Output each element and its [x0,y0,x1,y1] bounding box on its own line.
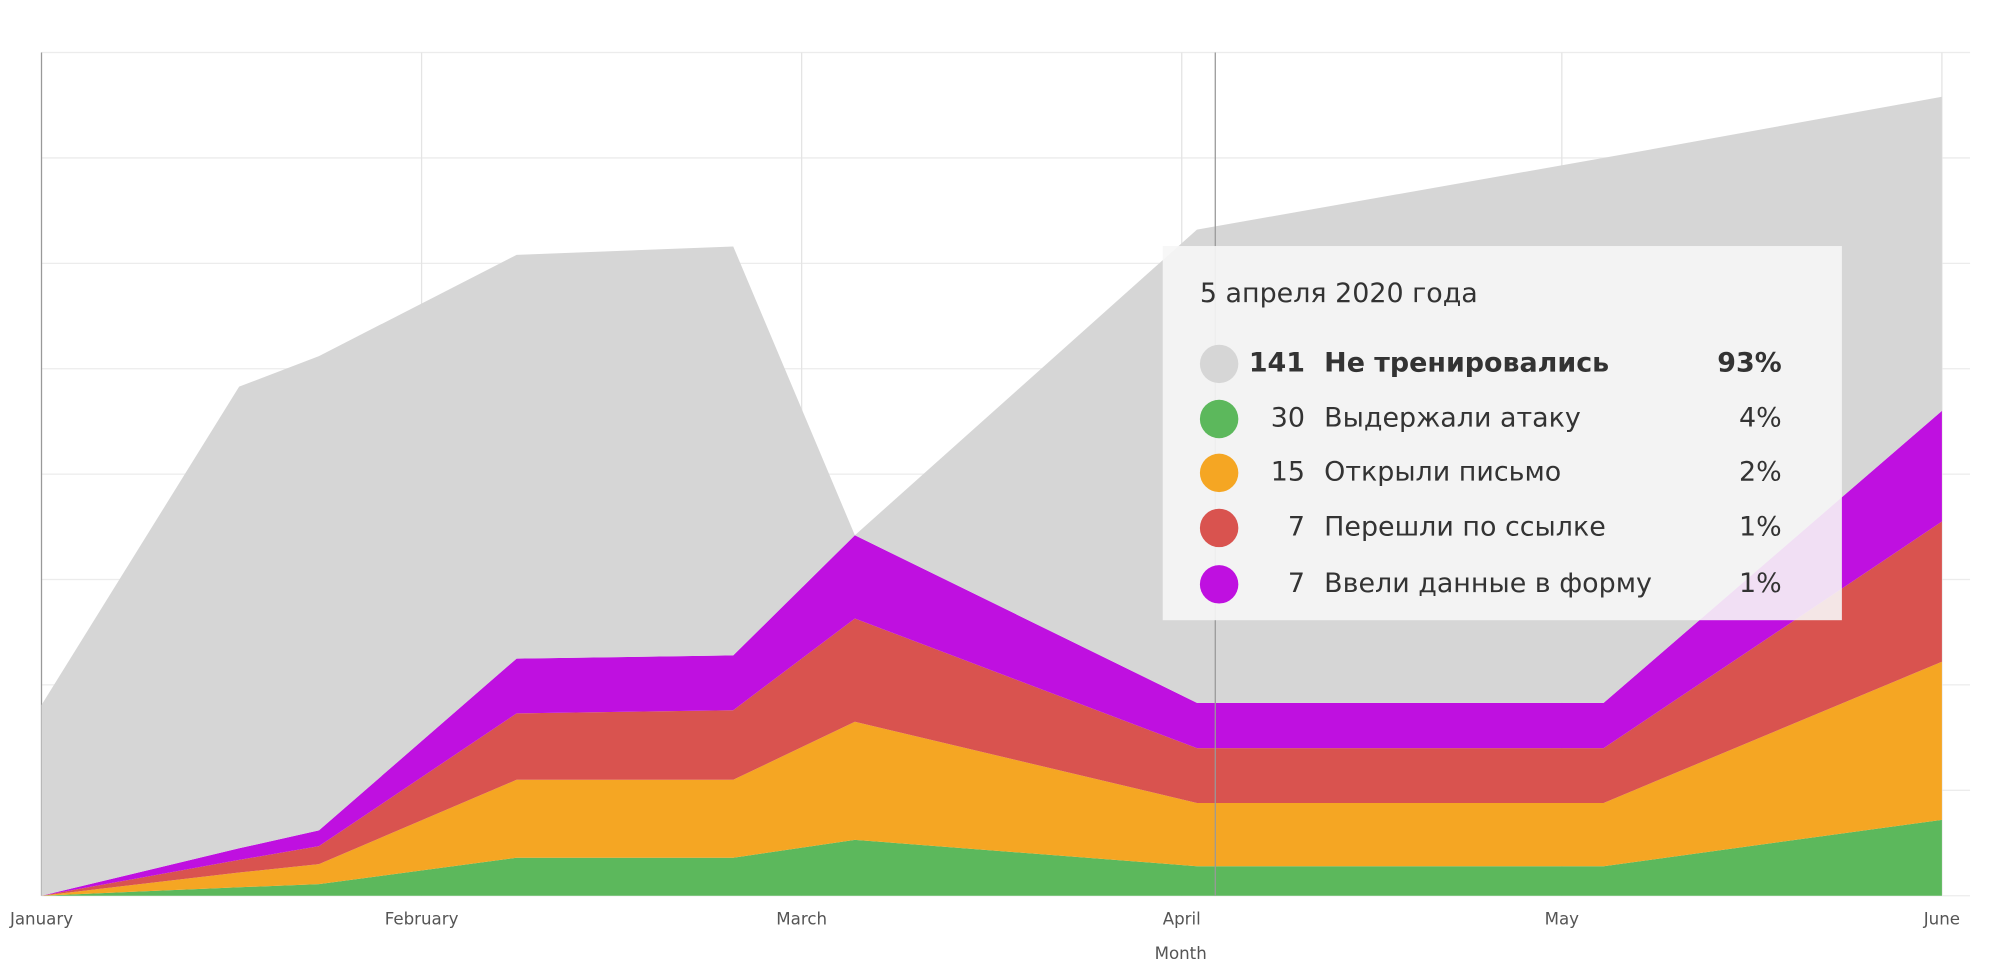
legend-dot [1199,399,1239,439]
tooltip-count: 7 [1288,568,1305,599]
x-tick-label: March [776,910,827,929]
tooltip-count: 30 [1271,403,1305,434]
tooltip-percent: 1% [1739,568,1782,599]
tooltip-count: 15 [1271,456,1305,487]
area [41,521,1942,896]
tooltip-percent: 2% [1739,456,1782,487]
tooltip-percent: 93% [1717,347,1781,378]
area [41,819,1942,896]
x-tick-label: January [9,910,73,929]
area [41,661,1942,896]
x-tick-label: February [385,910,459,929]
legend-dot [1199,508,1239,548]
tooltip-box [1162,246,1842,621]
tooltip-label: Выдержали атаку [1324,403,1581,434]
x-tick-label: April [1163,910,1201,929]
x-tick-label: June [1923,910,1960,929]
legend-dot [1199,344,1239,384]
tooltip-label: Не тренировались [1324,347,1609,378]
tooltip-percent: 4% [1739,403,1782,434]
tooltip-label: Перешли по ссылке [1324,511,1606,542]
tooltip-title: 5 апреля 2020 года [1200,278,1478,309]
axis: January February March April May June [9,910,1960,929]
tooltip-label: Ввели данные в форму [1324,568,1652,599]
tooltip-count: 141 [1249,347,1305,378]
tooltip-percent: 1% [1739,511,1782,542]
tooltip-label: Открыли письмо [1324,456,1561,487]
legend-dot [1199,565,1239,604]
x-axis-title: Month [1155,944,1207,963]
tooltip-count: 7 [1288,511,1305,542]
area [41,410,1942,896]
legend-dot [1199,453,1239,493]
tooltip: 5 апреля 2020 года 141 Не тренировались 93… [1162,246,1842,621]
x-tick-label: May [1545,910,1580,929]
